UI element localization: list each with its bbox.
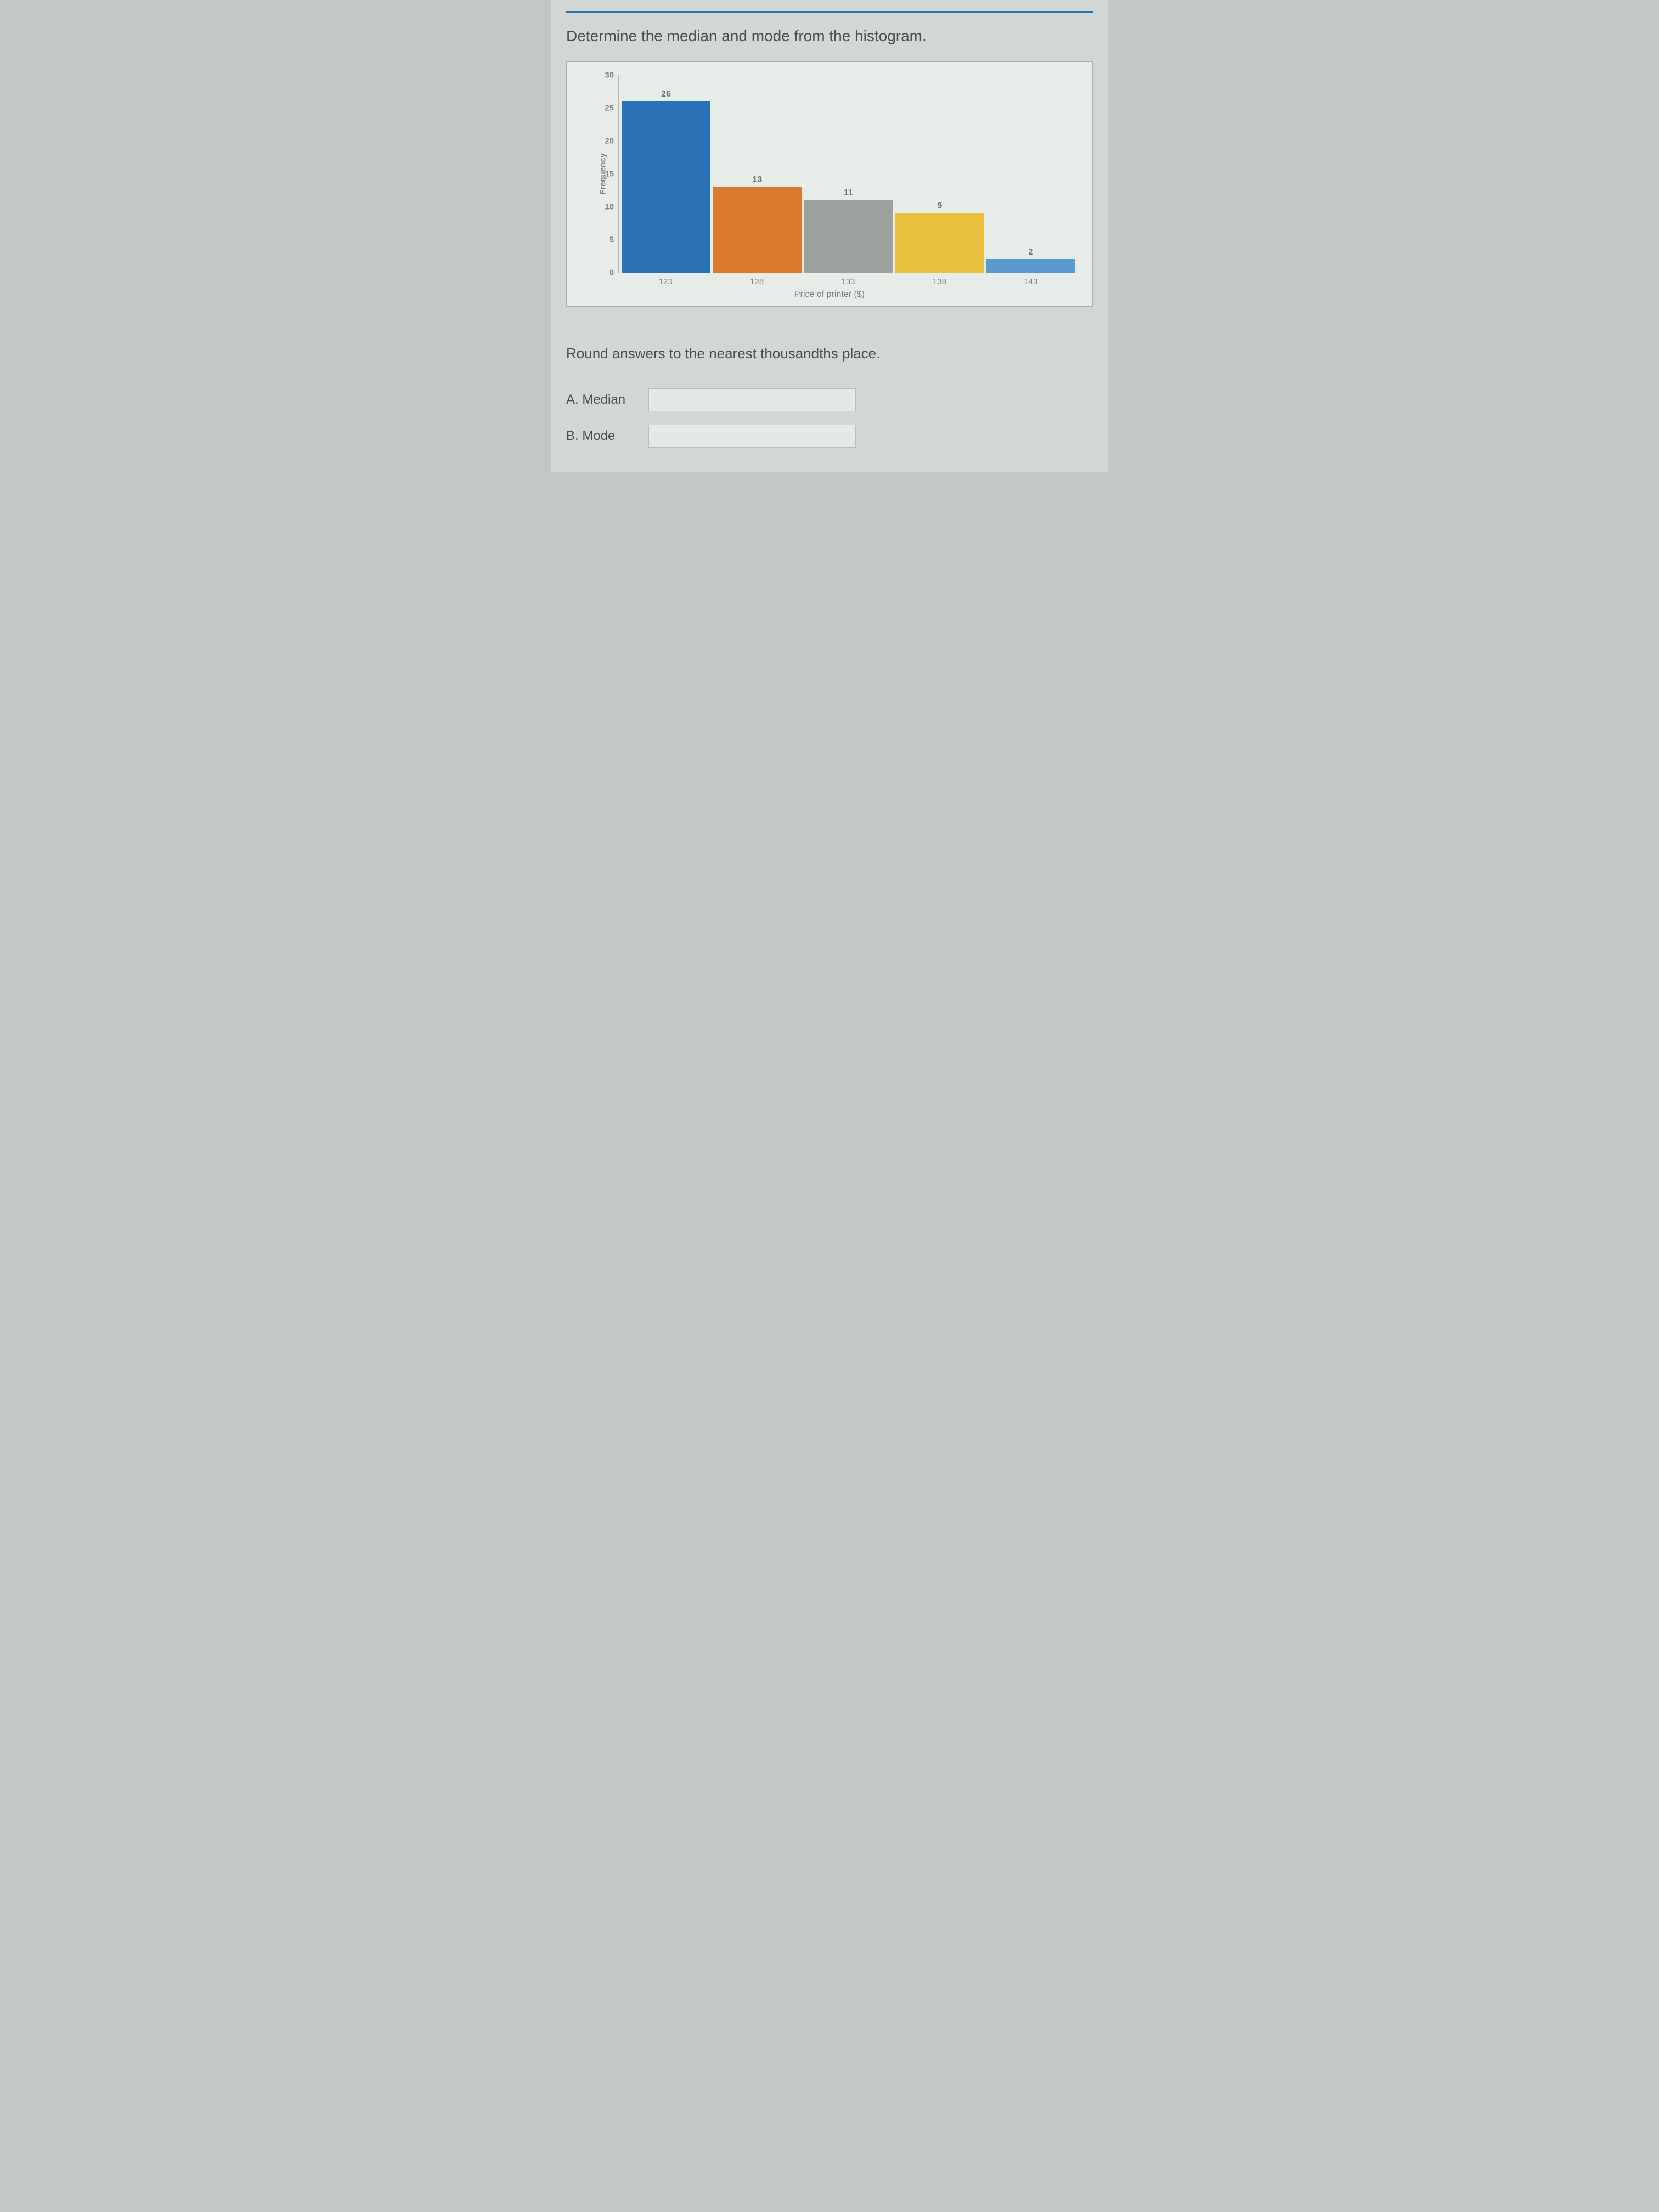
bar: 9 bbox=[895, 213, 984, 273]
bar-value-label: 9 bbox=[895, 201, 984, 211]
mode-input[interactable] bbox=[648, 425, 856, 448]
mode-label: B. Mode bbox=[566, 428, 648, 444]
bar: 2 bbox=[986, 259, 1075, 273]
histogram-panel: Frequency 302520151050 26131192 12312813… bbox=[566, 61, 1093, 307]
y-tick-label: 5 bbox=[592, 235, 614, 245]
bar-slot: 11 bbox=[803, 75, 893, 273]
median-input[interactable] bbox=[648, 388, 856, 411]
question-divider bbox=[566, 11, 1093, 16]
question-prompt: Determine the median and mode from the h… bbox=[566, 27, 1093, 45]
answer-row-median: A. Median bbox=[566, 388, 1093, 411]
x-axis-title: Price of printer ($) bbox=[575, 290, 1084, 300]
rounding-instruction: Round answers to the nearest thousandths… bbox=[566, 345, 1093, 362]
x-tick-label: 138 bbox=[894, 277, 984, 286]
x-tick-label: 133 bbox=[803, 277, 893, 286]
x-tick-label: 128 bbox=[712, 277, 802, 286]
question-page: Determine the median and mode from the h… bbox=[551, 0, 1108, 472]
bar-value-label: 13 bbox=[713, 175, 802, 185]
bar-value-label: 26 bbox=[622, 89, 710, 99]
chart-plot-area: Frequency 302520151050 26131192 bbox=[618, 75, 1078, 273]
median-label: A. Median bbox=[566, 392, 648, 408]
x-tick-label: 123 bbox=[620, 277, 710, 286]
y-tick-label: 10 bbox=[592, 202, 614, 212]
y-tick-label: 30 bbox=[592, 71, 614, 80]
bar: 26 bbox=[622, 101, 710, 273]
answer-row-mode: B. Mode bbox=[566, 425, 1093, 448]
bar-slot: 13 bbox=[712, 75, 802, 273]
bar-group: 26131192 bbox=[619, 75, 1078, 273]
bar: 11 bbox=[804, 200, 893, 273]
x-tick-label: 143 bbox=[986, 277, 1076, 286]
y-tick-label: 25 bbox=[592, 104, 614, 113]
bar-slot: 9 bbox=[895, 75, 985, 273]
y-tick-label: 20 bbox=[592, 137, 614, 146]
plot-region: 26131192 bbox=[618, 75, 1078, 273]
y-tick-label: 0 bbox=[592, 268, 614, 278]
y-axis-ticks: 302520151050 bbox=[592, 75, 614, 273]
y-tick-label: 15 bbox=[592, 170, 614, 179]
bar-slot: 2 bbox=[986, 75, 1076, 273]
bar-slot: 26 bbox=[621, 75, 711, 273]
x-axis-ticks: 123128133138143 bbox=[618, 273, 1078, 286]
bar: 13 bbox=[713, 187, 802, 273]
bar-value-label: 2 bbox=[986, 247, 1075, 257]
bar-value-label: 11 bbox=[804, 188, 893, 198]
